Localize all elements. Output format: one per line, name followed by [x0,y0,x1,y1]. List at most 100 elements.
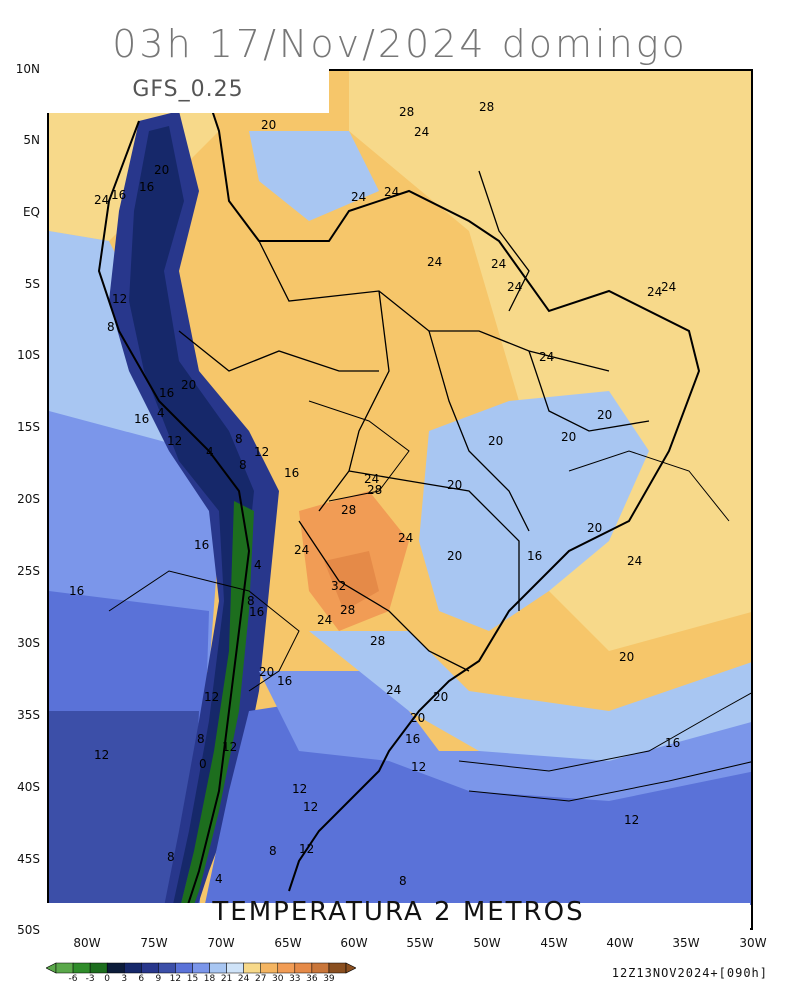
contour-16-atlantic [468,761,751,802]
lat-label: 10S [17,348,40,362]
contour-label: 28 [340,603,355,617]
contour-label: 12 [292,782,307,796]
guiana-cool-region [249,131,379,221]
temperature-map: 28 24 20 24 24 24 24 24 24 24 20 20 16 1… [49,71,751,928]
lat-label: 5S [24,277,40,291]
west-coast [97,120,251,928]
contour-label: 20 [619,650,634,664]
colorbar-swatch [328,962,347,974]
colorbar-swatch [294,962,313,974]
colorbar-label: 3 [121,974,128,984]
contour-label: 8 [247,594,255,608]
coastline-borders [97,71,701,928]
contour-label: 20 [597,408,612,422]
contour-label: 20 [433,690,448,704]
map-caption: TEMPERATURA 2 METROS [212,897,585,927]
contour-label: 24 [427,255,442,269]
contour-label: 24 [351,190,366,204]
lon-label: 60W [340,936,368,950]
contour-label: 8 [167,850,175,864]
contour-label: 24 [364,472,379,486]
contour-label: 28 [479,100,494,114]
lat-label: EQ [22,205,40,219]
contour-label: 20 [488,434,503,448]
atlantic-warm-region [349,71,751,651]
southeast-brazil-cool-region [419,391,649,631]
colorbar-swatch [55,962,74,974]
map-panel: 28 24 20 24 24 24 24 24 24 24 20 20 16 1… [47,69,753,930]
lon-label: 75W [140,936,168,950]
map-title: 03h 17/Nov/2024 domingo [112,22,688,66]
contour-label: 28 [341,503,356,517]
contour-label: 12 [167,434,182,448]
lat-label: 15S [17,420,40,434]
contour-label: 12 [94,748,109,762]
contour-label: 24 [94,193,109,207]
contour-label: 8 [239,458,247,472]
contour-label: 12 [624,813,639,827]
colorbar-label: 21 [220,974,233,984]
contour-label: 12 [112,292,127,306]
model-label-box: GFS_0.25 [47,69,329,113]
colorbar-swatch [141,962,159,974]
colorbar-swatch [311,962,330,974]
model-label: GFS_0.25 [132,77,244,102]
colorbar-label: 0 [104,974,111,984]
contour-label: 12 [411,760,426,774]
contour-label: 24 [384,185,399,199]
contour-label: 8 [197,732,205,746]
colorbar-swatch [89,962,108,974]
colorbar-arrow-left [46,962,57,974]
colorbar-label: 36 [306,974,318,984]
contour-label: 4 [206,445,214,459]
lat-label: 40S [17,780,40,794]
lat-label: 25S [17,564,40,578]
contour-20-atlantic [458,692,751,772]
andes-freezing-region [174,501,254,928]
border-2 [318,290,390,512]
colorbar-swatch [175,962,193,974]
contour-label: 32 [331,579,346,593]
contour-label: 24 [398,531,413,545]
lat-label: 5N [23,133,40,147]
colorbar-label: 39 [323,974,335,984]
colorbar-label: 12 [169,974,182,984]
contour-label: 24 [539,350,554,364]
border-8 [478,170,530,312]
colorbar-swatch [209,962,227,974]
contour-label: 12 [222,740,237,754]
colorbar [46,962,356,974]
colorbar-label: 15 [186,974,199,984]
contour-label: 8 [235,432,243,446]
lat-label: 50S [17,923,40,937]
contour-label: 20 [154,163,169,177]
contour-label: 16 [159,386,174,400]
contour-label: 24 [507,280,522,294]
contour-label: 24 [414,125,429,139]
border-6 [298,520,470,672]
colorbar-label: -3 [85,974,95,984]
lon-label: 55W [406,936,434,950]
lon-label: 35W [672,936,700,950]
colorbar-arrow-right [345,962,356,974]
contour-label: 28 [399,105,414,119]
contour-label: 16 [249,605,264,619]
colorbar-swatch [192,962,210,974]
contour-label: 16 [134,412,149,426]
lat-label: 35S [17,708,40,722]
contour-label: 16 [139,180,154,194]
contour-24-ne [568,450,730,522]
contour-label: 16 [665,736,680,750]
contour-label: 24 [647,285,662,299]
contour-16 [108,570,300,692]
run-info: 12Z13NOV2024+[090h] [611,966,768,980]
contour-label: 20 [587,521,602,535]
colorbar-swatch [72,962,91,974]
colorbar-label: 6 [138,974,145,984]
colorbar-swatch [277,962,296,974]
contour-label: 16 [527,549,542,563]
contour-label: 20 [447,549,462,563]
pacific-south-region [49,711,199,928]
contour-label: 4 [157,406,165,420]
contour-lines [108,400,751,802]
